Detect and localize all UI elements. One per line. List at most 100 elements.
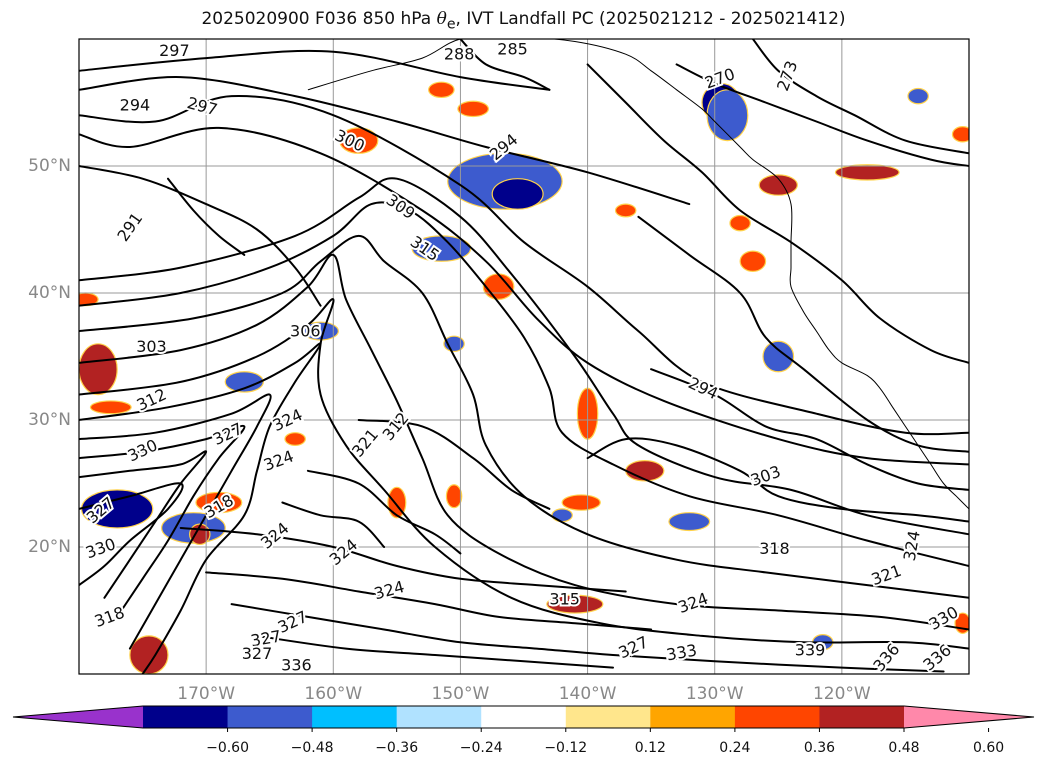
title-subscript-e: e — [446, 16, 456, 33]
title-theta-symbol: θ — [436, 9, 447, 29]
x-tick-label-2: 150°W — [432, 684, 490, 704]
contour-label-41: 339 — [795, 640, 826, 659]
contour-line-17 — [230, 603, 945, 673]
shaded-anomalies — [79, 81, 969, 674]
contour-line-4 — [79, 165, 322, 307]
contour-line-11 — [79, 393, 272, 650]
anomaly-patch-22 — [89, 400, 132, 415]
x-tick-label-0: 170°W — [177, 684, 235, 704]
chart-title: 2025020900 F036 850 hPa θe, IVT Landfall… — [0, 9, 1047, 32]
plot-frame — [78, 38, 970, 675]
anomaly-patch-27 — [729, 214, 751, 232]
contour-label-2: 285 — [497, 40, 528, 59]
colorbar-box-3 — [396, 706, 482, 728]
contour-line-16 — [205, 571, 653, 631]
x-tick-label-3: 140°W — [559, 684, 617, 704]
anomaly-patch-30 — [129, 635, 169, 674]
contour-line-20 — [650, 368, 969, 491]
contour-line-28 — [459, 39, 551, 91]
y-tick-label-1: 40°N — [28, 283, 71, 303]
contour-line-2 — [79, 94, 969, 436]
anomaly-patch-20 — [625, 460, 665, 482]
contour-line-6 — [79, 201, 969, 567]
contour-line-9 — [79, 298, 969, 650]
anomaly-patch-21 — [79, 343, 118, 396]
x-tick-label-4: 130°W — [686, 684, 744, 704]
anomaly-patch-8 — [762, 340, 795, 373]
colorbar-box-2 — [312, 706, 398, 728]
colorbar: −0.60 −0.48 −0.36 −0.24 −0.12 0.12 0.24 0.36 0.4… — [12, 705, 1035, 756]
colorbar-box-1 — [227, 706, 313, 728]
contour-line-19 — [586, 437, 969, 523]
anomaly-patch-14 — [551, 508, 573, 523]
plot-background — [79, 39, 969, 674]
colorbar-outline — [12, 705, 1035, 729]
contour-line-10 — [79, 342, 322, 674]
anomaly-patch-15 — [339, 127, 379, 154]
anomaly-patch-16 — [457, 100, 489, 118]
contour-line-15 — [179, 527, 627, 593]
colorbar-label-0: −0.60 — [206, 740, 249, 756]
title-text: 2025020900 F036 850 hPa — [201, 9, 437, 29]
colorbar-box-0 — [143, 706, 229, 728]
contour-line-0 — [79, 49, 551, 91]
colorbar-label-8: 0.48 — [888, 740, 919, 756]
contour-line-7 — [79, 234, 969, 599]
anomaly-patch-1 — [491, 178, 544, 210]
contour-line-26 — [751, 39, 969, 155]
contour-label-5: 294 — [120, 96, 151, 115]
y-tick-label-0: 50°N — [28, 156, 71, 176]
contour-line-23 — [306, 469, 462, 555]
x-tick-label-1: 160°W — [304, 684, 362, 704]
anomaly-patch-5 — [907, 87, 929, 105]
contour-line-12 — [79, 424, 246, 618]
colorbar-label-9: 0.60 — [973, 740, 1004, 756]
colorbar-label-3: −0.24 — [460, 740, 503, 756]
anomaly-patch-36 — [951, 126, 969, 143]
contour-label-44: 336 — [281, 656, 312, 675]
contour-label-13: 303 — [136, 337, 167, 356]
contour-line-29 — [167, 177, 246, 256]
anomaly-patch-7 — [224, 371, 264, 393]
y-tick-label-2: 30°N — [28, 410, 71, 430]
title-suffix: , IVT Landfall PC (2025021212 - 20250214… — [455, 9, 846, 29]
colorbar-extend-min — [13, 706, 143, 728]
colorbar-box-6 — [650, 706, 736, 728]
contour-line-24 — [281, 501, 386, 548]
y-tick-label-3: 20°N — [28, 537, 71, 557]
contour-label-1: 288 — [444, 45, 475, 64]
contour-line-3 — [79, 126, 969, 466]
anomaly-patch-24 — [758, 174, 798, 196]
x-tick-label-5: 120°W — [813, 684, 871, 704]
contour-line-21 — [637, 215, 969, 453]
contour-line-22 — [357, 419, 551, 510]
colorbar-box-8 — [819, 706, 905, 728]
colorbar-label-4: −0.12 — [544, 740, 587, 756]
contour-label-38: 327 — [242, 644, 273, 663]
contour-label-28: 318 — [759, 539, 790, 558]
colorbar-label-6: 0.24 — [719, 740, 750, 756]
colorbar-box-7 — [734, 706, 820, 728]
colorbar-extend-max — [904, 706, 1034, 728]
colorbar-label-7: 0.36 — [804, 740, 835, 756]
contour-label-12: 306 — [290, 322, 321, 341]
colorbar-box-4 — [481, 706, 567, 728]
theta-e-contours — [79, 39, 969, 674]
anomaly-patch-17 — [428, 81, 455, 99]
anomaly-patch-38 — [284, 432, 306, 446]
y-axis-ticks: 50°N 40°N 30°N 20°N — [28, 156, 71, 557]
colorbar-box-5 — [565, 706, 651, 728]
anomaly-patch-4 — [706, 89, 749, 142]
anomaly-patch-9 — [668, 512, 711, 532]
anomaly-patch-29 — [561, 494, 601, 511]
contour-line-18 — [256, 634, 614, 669]
anomaly-patch-35 — [445, 484, 463, 509]
colorbar-label-5: 0.12 — [635, 740, 666, 756]
colorbar-label-1: −0.48 — [291, 740, 334, 756]
anomaly-patch-26 — [739, 250, 767, 273]
contour-line-5 — [79, 177, 969, 536]
anomaly-patch-34 — [614, 203, 637, 218]
anomaly-patch-28 — [546, 594, 604, 614]
x-axis-ticks: 170°W 160°W 150°W 140°W 130°W 120°W — [177, 684, 871, 704]
